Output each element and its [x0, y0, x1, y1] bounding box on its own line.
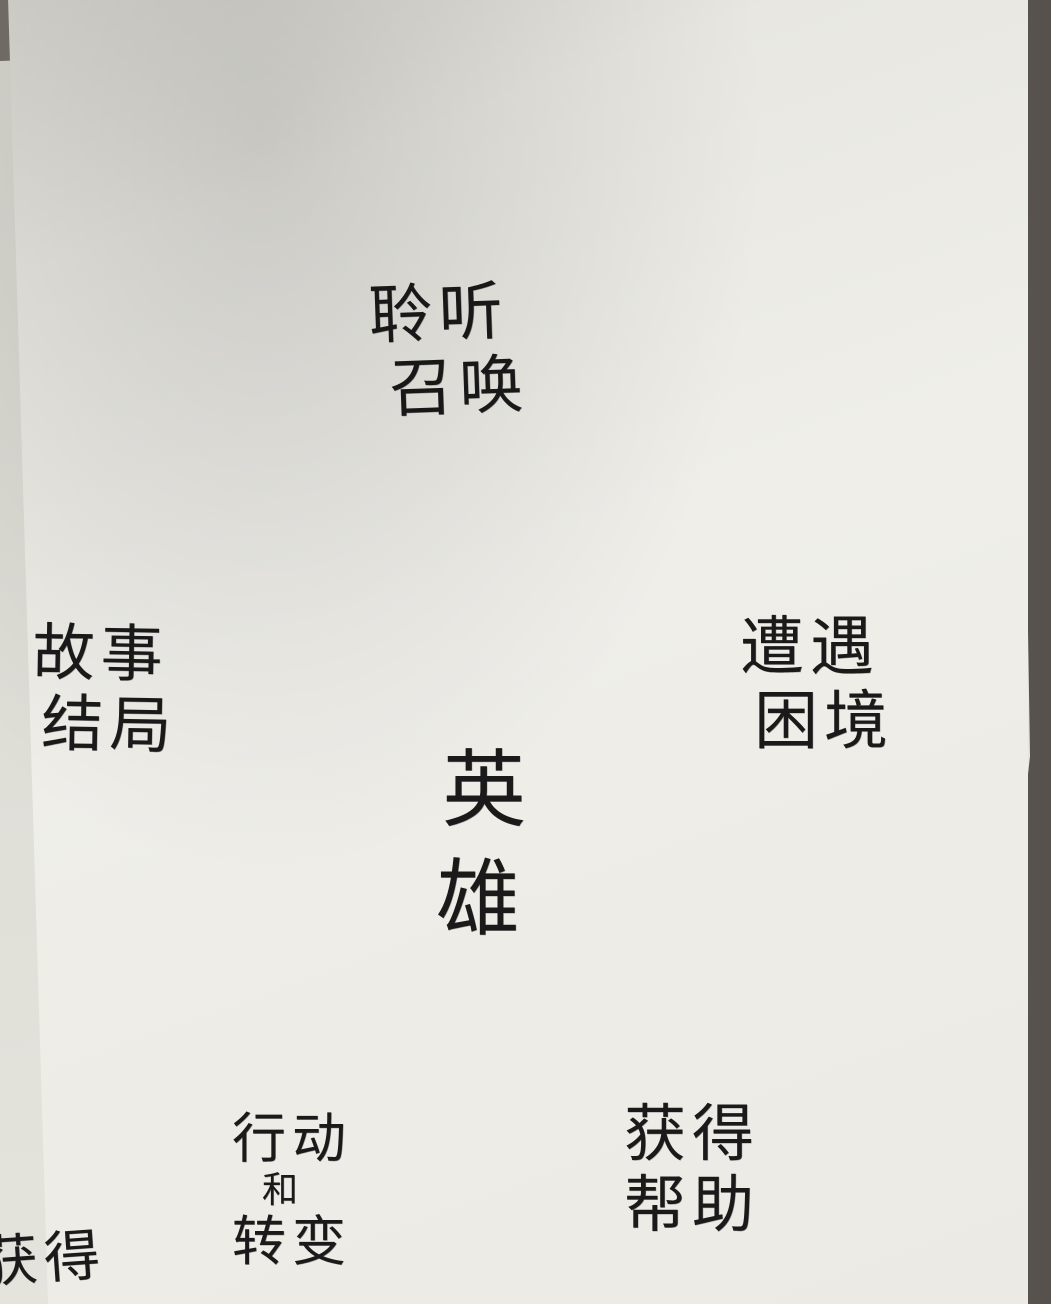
note-line: 帮助	[624, 1168, 761, 1242]
note-action-and-change: 行动 和 转变	[232, 1107, 352, 1274]
note-line: 英	[442, 741, 533, 839]
note-line: 行动	[232, 1107, 352, 1170]
note-line: 和	[262, 1170, 305, 1212]
note-line: 故事	[31, 615, 170, 692]
note-listen-to-call: 聆听 召唤	[367, 275, 530, 428]
note-line: 获得	[624, 1097, 761, 1170]
note-line: 遭遇	[740, 611, 880, 685]
note-encounter-difficulty: 遭遇 困境	[740, 611, 894, 759]
note-line: 转变	[232, 1210, 352, 1274]
note-line: 雄	[436, 850, 527, 949]
note-edge-partial: 获得	[0, 1222, 109, 1297]
note-receive-help: 获得 帮助	[624, 1098, 760, 1241]
note-line: 获得	[0, 1222, 109, 1297]
note-hero: 英 雄	[436, 736, 532, 954]
note-story-ending: 故事 结局	[31, 615, 179, 763]
paper-sheet	[8, 0, 1028, 1304]
note-line: 召唤	[388, 347, 531, 427]
note-line: 结局	[40, 687, 179, 763]
note-line: 困境	[754, 684, 894, 759]
note-line: 聆听	[367, 274, 510, 354]
